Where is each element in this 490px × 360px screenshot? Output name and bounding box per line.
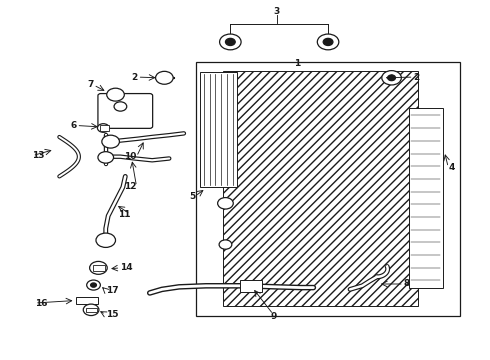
Text: 8: 8	[404, 279, 410, 288]
Circle shape	[91, 283, 97, 287]
Bar	[196, 62, 460, 316]
Text: 9: 9	[270, 312, 276, 321]
Circle shape	[382, 71, 401, 85]
Circle shape	[225, 39, 235, 45]
Text: 13: 13	[32, 151, 45, 160]
Circle shape	[114, 102, 127, 111]
Circle shape	[220, 34, 241, 50]
Text: 2: 2	[131, 73, 138, 82]
Bar	[86, 308, 97, 312]
Text: 15: 15	[106, 310, 118, 319]
Text: 17: 17	[106, 286, 119, 295]
Text: 14: 14	[121, 264, 133, 273]
Bar	[100, 126, 109, 131]
Circle shape	[318, 34, 339, 50]
Circle shape	[98, 152, 114, 163]
Bar	[409, 108, 443, 288]
Circle shape	[156, 71, 173, 84]
Text: 1: 1	[294, 59, 300, 68]
Text: 11: 11	[118, 210, 130, 219]
Text: 2: 2	[414, 73, 420, 82]
Circle shape	[107, 88, 124, 101]
Circle shape	[323, 39, 333, 45]
Text: 12: 12	[124, 182, 137, 191]
Text: 5: 5	[189, 192, 195, 201]
Circle shape	[96, 233, 116, 247]
Circle shape	[83, 304, 99, 316]
Text: 3: 3	[273, 7, 280, 16]
Circle shape	[218, 198, 233, 209]
Bar	[240, 280, 262, 292]
Circle shape	[388, 75, 395, 81]
Text: 16: 16	[35, 298, 48, 307]
FancyBboxPatch shape	[98, 94, 153, 129]
Circle shape	[87, 280, 100, 290]
Text: 7: 7	[87, 81, 94, 90]
Bar	[93, 265, 105, 271]
Text: 10: 10	[124, 152, 137, 161]
Text: 6: 6	[70, 121, 76, 130]
Text: 4: 4	[448, 163, 455, 172]
Circle shape	[98, 124, 109, 132]
Bar	[223, 71, 418, 306]
Circle shape	[90, 261, 107, 274]
Circle shape	[219, 240, 232, 249]
Bar	[76, 297, 98, 305]
Bar	[200, 72, 237, 187]
Circle shape	[102, 135, 120, 148]
